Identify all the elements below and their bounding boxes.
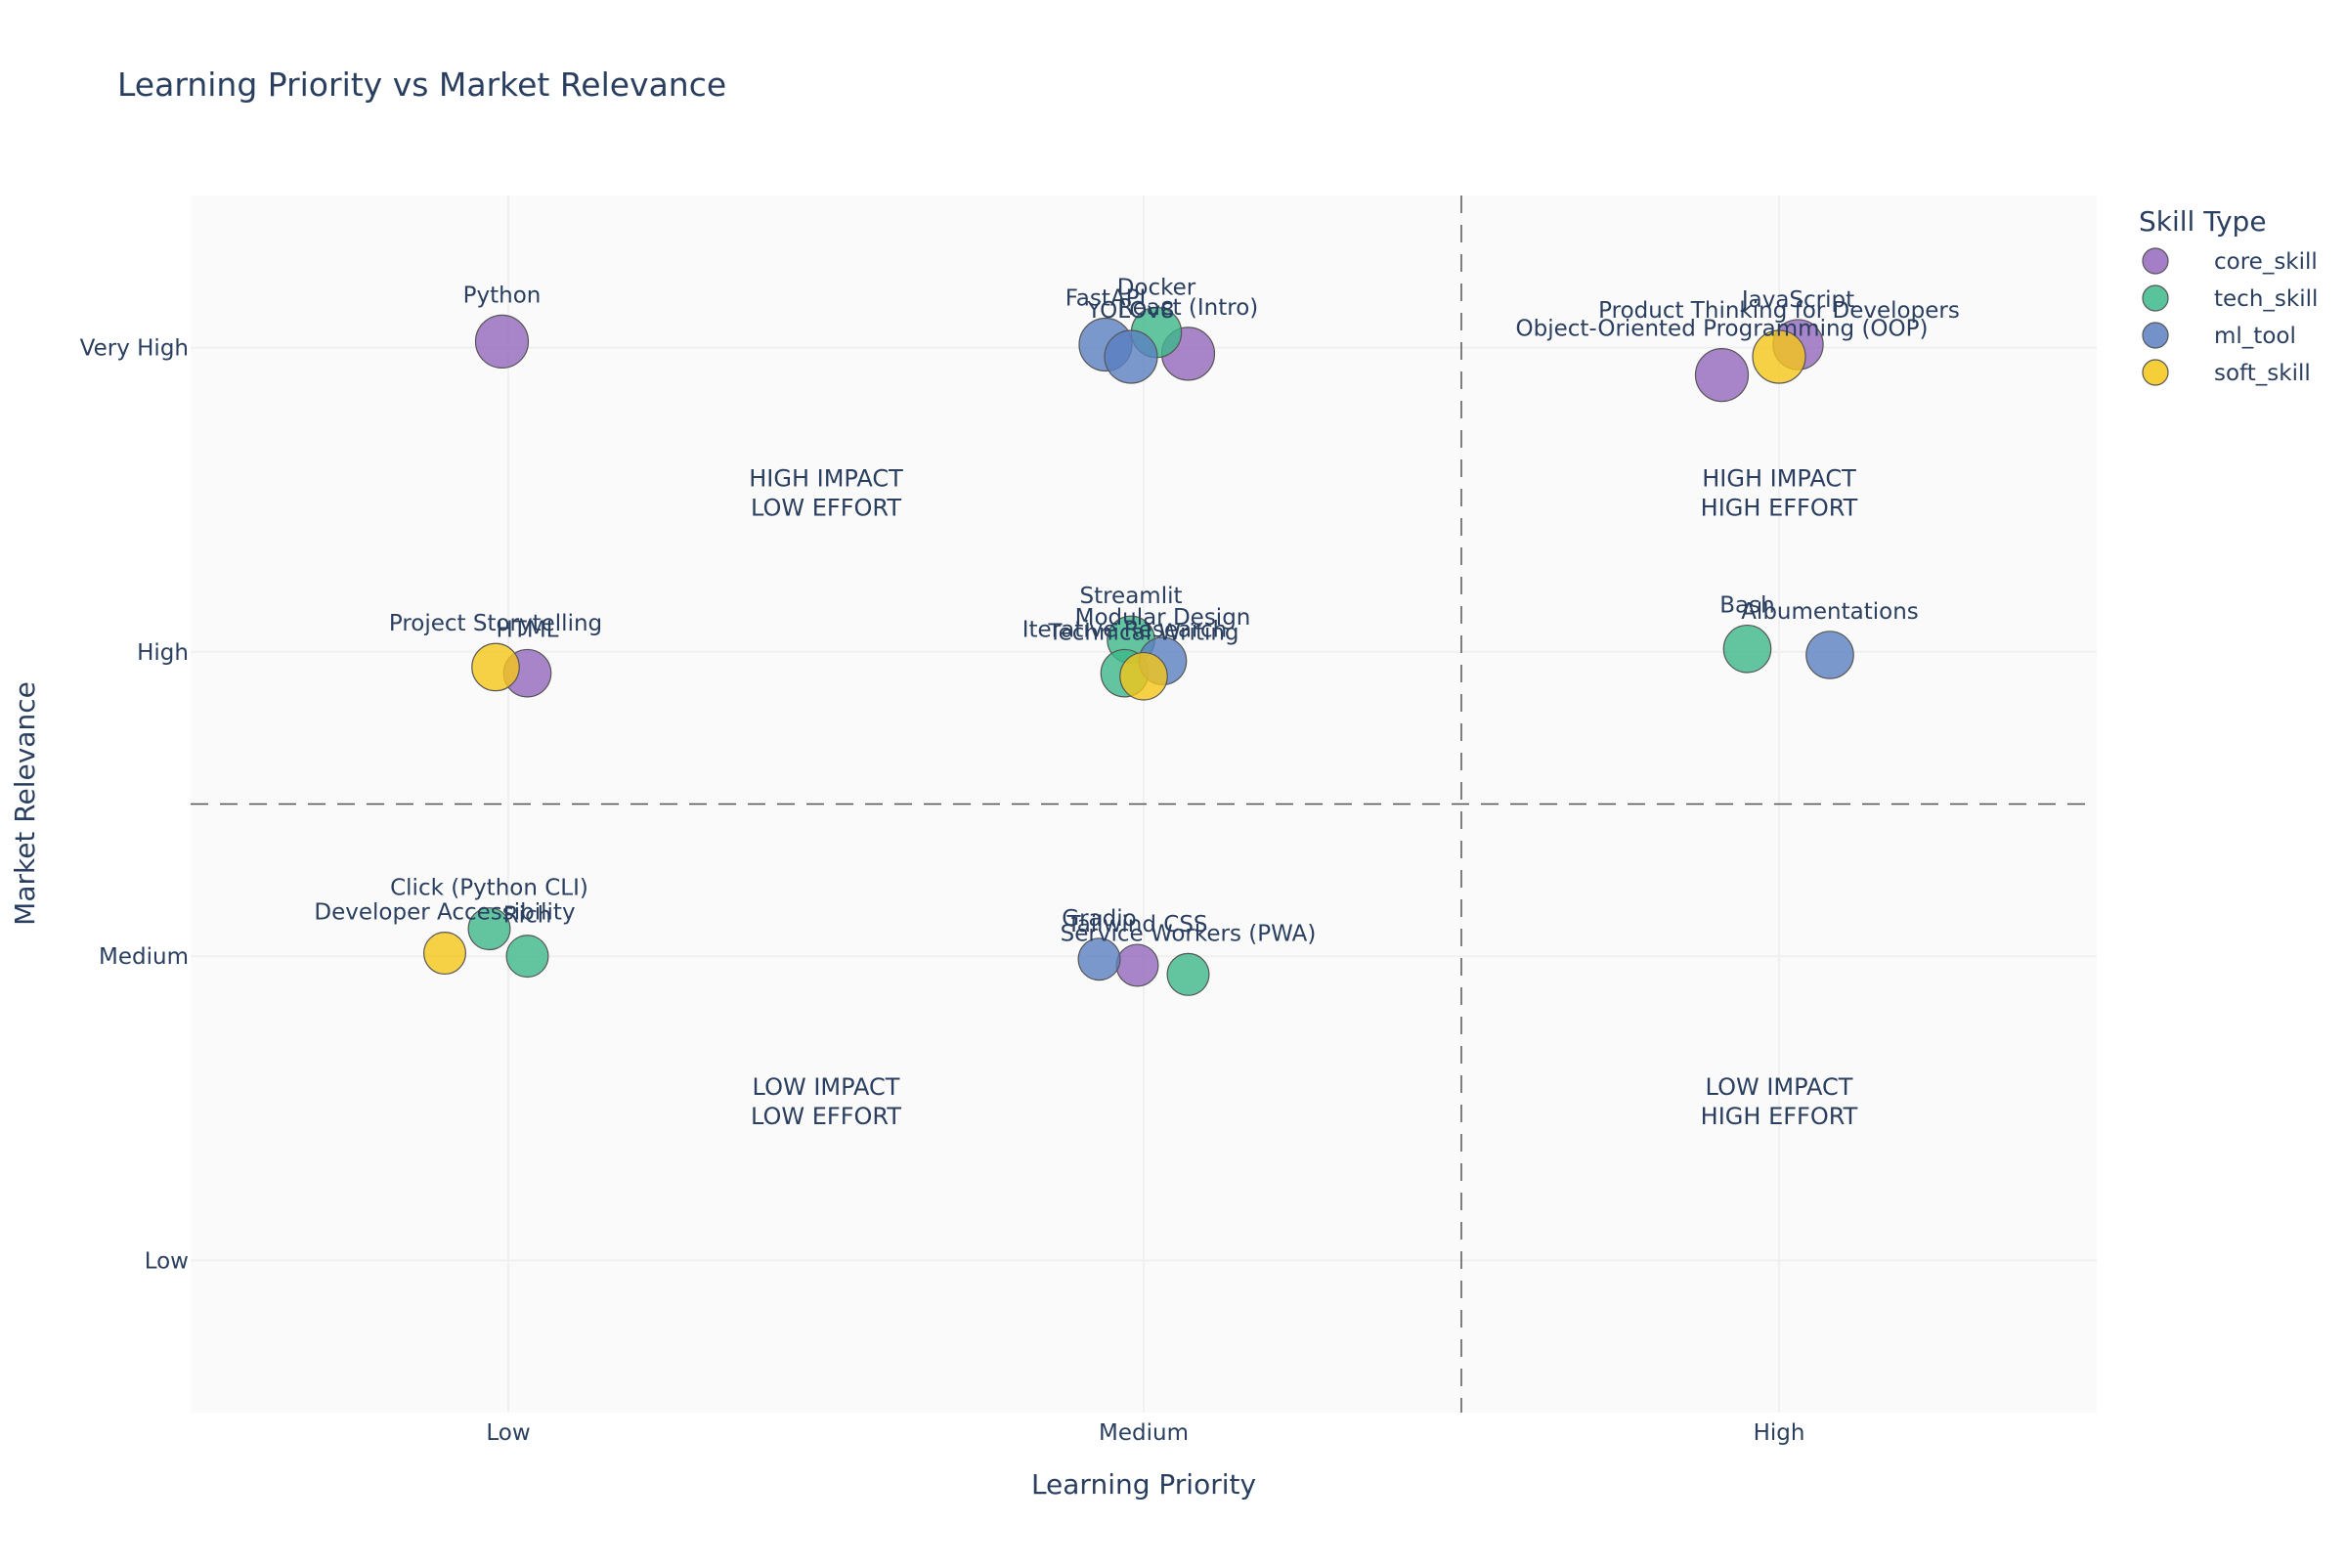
y-tick-label: High bbox=[137, 640, 189, 666]
legend-marker-core-skill[interactable] bbox=[2142, 247, 2169, 275]
point-click-python-cli[interactable] bbox=[467, 907, 511, 951]
point-label-yolov8: YOLOv8 bbox=[1086, 298, 1174, 324]
point-label-albumentations: Albumentations bbox=[1741, 599, 1919, 625]
chart-title: Learning Priority vs Market Relevance bbox=[117, 65, 726, 104]
legend-title: Skill Type bbox=[2139, 205, 2267, 238]
point-albumentations[interactable] bbox=[1805, 631, 1854, 679]
point-label-docker: Docker bbox=[1117, 275, 1196, 300]
point-yolov8[interactable] bbox=[1104, 329, 1158, 384]
x-tick-label: Low bbox=[486, 1420, 530, 1446]
point-tailwind-css[interactable] bbox=[1115, 943, 1159, 987]
point-gradio[interactable] bbox=[1077, 937, 1121, 981]
legend: Skill Type core_skill tech_skill ml_toolso… bbox=[2139, 205, 2318, 386]
quadrant-labels: HIGH IMPACT LOW EFFORT HIGH IMPACT HIGH EFF… bbox=[749, 464, 1857, 1130]
y-tick-label: Very High bbox=[80, 336, 189, 362]
point-label-rich: Rich bbox=[503, 903, 552, 929]
point-label-technical-writing: Technical Writing bbox=[1047, 621, 1238, 646]
x-tick-label: Medium bbox=[1099, 1420, 1189, 1446]
threshold-lines bbox=[191, 196, 2097, 1413]
x-tick-label: High bbox=[1754, 1420, 1805, 1446]
point-bash[interactable] bbox=[1722, 624, 1772, 674]
legend-label-ml-tool[interactable]: ml_tool bbox=[2214, 324, 2296, 349]
legend-label-soft-skill[interactable]: soft_skill bbox=[2214, 361, 2311, 386]
quadrant-label: LOW IMPACT LOW EFFORT bbox=[751, 1073, 901, 1130]
quadrant-label: HIGH IMPACT HIGH EFFORT bbox=[1701, 464, 1858, 521]
point-object-oriented-programming-oop[interactable] bbox=[1694, 348, 1750, 403]
point-label-object-oriented-programming-oop: Object-Oriented Programming (OOP) bbox=[1516, 317, 1929, 342]
quadrant-label: LOW IMPACT HIGH EFFORT bbox=[1701, 1073, 1858, 1130]
point-label-modular-design: Modular Design bbox=[1075, 605, 1251, 631]
point-label-developer-accessibility: Developer Accessibility bbox=[314, 900, 575, 926]
y-tick-label: Low bbox=[145, 1248, 189, 1274]
y-tick-label: Medium bbox=[99, 944, 189, 970]
point-label-bash: Bash bbox=[1719, 593, 1774, 619]
point-label-product-thinking-for-developers: Product Thinking for Developers bbox=[1598, 298, 1960, 324]
point-label-streamlit: Streamlit bbox=[1079, 584, 1182, 609]
point-label-react-intro: React (Intro) bbox=[1118, 295, 1259, 321]
legend-marker-ml-tool[interactable] bbox=[2142, 322, 2169, 349]
legend-marker-soft-skill[interactable] bbox=[2142, 359, 2169, 386]
x-axis-ticks: Low Medium High bbox=[486, 1420, 1804, 1446]
point-label-project-storytelling: Project Storytelling bbox=[389, 611, 602, 636]
point-label-javascript: JavaScript bbox=[1740, 287, 1854, 313]
point-labels: Python React (Intro) JavaScript Object-Orie… bbox=[314, 275, 1959, 946]
point-label-click-python-cli: Click (Python CLI) bbox=[390, 876, 588, 901]
point-label-gradio: Gradio bbox=[1062, 906, 1136, 932]
y-axis-title: Market Relevance bbox=[9, 681, 41, 926]
point-label-service-workers-pwa: Service Workers (PWA) bbox=[1061, 921, 1317, 946]
point-developer-accessibility[interactable] bbox=[423, 932, 467, 976]
point-technical-writing[interactable] bbox=[1119, 651, 1168, 701]
quadrant-label: HIGH IMPACT LOW EFFORT bbox=[749, 464, 903, 521]
point-label-tailwind-css: Tailwind CSS bbox=[1065, 912, 1207, 937]
point-label-python: Python bbox=[463, 283, 542, 308]
point-product-thinking-for-developers[interactable] bbox=[1752, 329, 1806, 384]
point-project-storytelling[interactable] bbox=[471, 642, 520, 692]
point-python[interactable] bbox=[474, 314, 530, 369]
point-label-fastapi: FastAPI bbox=[1065, 286, 1147, 312]
point-label-iterative-research: Iterative Research bbox=[1022, 617, 1227, 642]
data-points bbox=[423, 306, 1854, 996]
point-label-html: HTML bbox=[496, 617, 558, 642]
y-axis-ticks: Low Medium High Very High bbox=[80, 336, 189, 1275]
legend-items: core_skill tech_skill ml_tool soft_skill bbox=[2142, 247, 2318, 386]
point-service-workers-pwa[interactable] bbox=[1166, 952, 1210, 996]
legend-label-tech-skill[interactable]: tech_skill bbox=[2214, 286, 2318, 312]
point-rich[interactable] bbox=[505, 935, 549, 979]
legend-label-core-skill[interactable]: core_skill bbox=[2214, 249, 2318, 275]
x-axis-title: Learning Priority bbox=[1031, 1468, 1256, 1501]
legend-marker-tech-skill[interactable] bbox=[2142, 284, 2169, 312]
